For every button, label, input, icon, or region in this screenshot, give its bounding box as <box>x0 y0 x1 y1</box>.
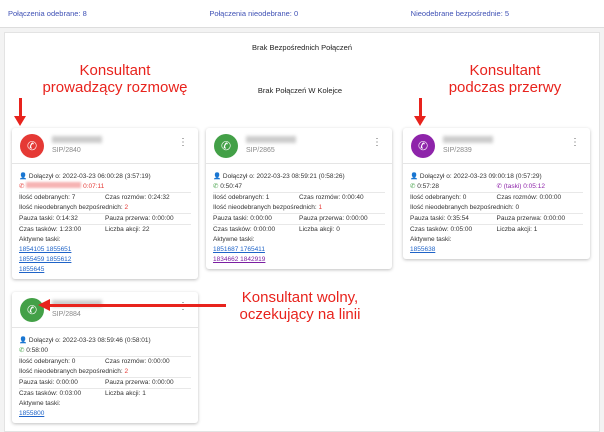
missed-direct: Ilość nieodebranych bezpośrednich: 0 <box>410 204 520 211</box>
answered-count: Ilość odebranych: 0 <box>410 194 467 201</box>
agent-status-icon: ✆ <box>20 134 44 158</box>
more-menu-icon[interactable]: ⋮ <box>372 137 382 148</box>
current-call: ✆ 0:58:00 <box>19 347 48 354</box>
sip-id: SIP/2865 <box>246 147 275 154</box>
stats-bar: Połączenia odebrane: 8 Połączenia nieode… <box>0 0 604 28</box>
answered-calls-stat: Połączenia odebrane: 8 <box>8 9 87 18</box>
current-call: ✆ 0:57:28 ✆ (taski) 0:05:12 <box>410 183 545 190</box>
agent-card: ✆ SIP/2865 ⋮ 👤 Dołączył o: 2022-03-23 08:… <box>206 128 392 269</box>
task-link[interactable]: 1855638 <box>410 246 436 253</box>
pause-tasks: Pauza taski: 0:35:54 <box>410 215 469 222</box>
answered-count: Ilość odebranych: 0 <box>19 358 76 365</box>
active-tasks-label: Aktywne taski: <box>19 400 61 407</box>
annotation-break: Konsultant podczas przerwy <box>448 62 562 96</box>
pause-break: Pauza przerwa: 0:00:00 <box>299 215 368 222</box>
answered-count: Ilość odebranych: 7 <box>19 194 76 201</box>
task-link[interactable]: 1834662 1842919 <box>213 256 266 263</box>
task-link[interactable]: 1854105 1855651 <box>19 246 72 253</box>
agent-status-icon: ✆ <box>214 134 238 158</box>
annotation-talking: Konsultant prowadzący rozmowę <box>42 62 188 96</box>
sip-id: SIP/2884 <box>52 311 81 318</box>
missed-direct: Ilość nieodebranych bezpośrednich: 2 <box>19 204 129 211</box>
more-menu-icon[interactable]: ⋮ <box>570 137 580 148</box>
pause-break: Pauza przerwa: 0:00:00 <box>105 379 174 386</box>
user-add-icon: 👤 <box>19 337 28 344</box>
agent-card: ✆ SIP/2840 ⋮ 👤 Dołączył o: 2022-03-23 06:… <box>12 128 198 279</box>
joined-info: 👤 Dołączył o: 2022-03-23 06:00:28 (3:57:… <box>19 173 151 180</box>
pause-tasks: Pauza taski: 0:00:00 <box>213 215 272 222</box>
task-time: Czas tasków: 0:03:00 <box>19 390 82 397</box>
pause-phone-icon: ✆ <box>496 183 502 190</box>
user-add-icon: 👤 <box>410 173 419 180</box>
joined-info: 👤 Dołączył o: 2022-03-23 08:59:21 (0:58:… <box>213 173 345 180</box>
talk-time: Czas rozmów: 0:00:00 <box>496 194 562 201</box>
active-tasks-label: Aktywne taski: <box>410 236 452 243</box>
more-menu-icon[interactable]: ⋮ <box>178 137 188 148</box>
missed-direct: Ilość nieodebranych bezpośrednich: 1 <box>213 204 323 211</box>
user-add-icon: 👤 <box>213 173 222 180</box>
agent-name-blurred <box>246 136 296 143</box>
no-queue-calls-heading: Brak Połączeń W Kolejce <box>257 86 343 95</box>
joined-info: 👤 Dołączył o: 2022-03-23 09:00:18 (0:57:… <box>410 173 542 180</box>
talk-time: Czas rozmów: 0:00:40 <box>299 194 364 201</box>
annotation-free: Konsultant wolny, oczekujący na linii <box>239 289 361 323</box>
actions-count: Liczba akcji: 1 <box>496 226 538 233</box>
task-link[interactable]: 1855800 <box>19 410 45 417</box>
talk-time: Czas rozmów: 0:00:00 <box>105 358 170 365</box>
pause-break: Pauza przerwa: 0:00:00 <box>496 215 566 222</box>
actions-count: Liczba akcji: 1 <box>105 390 146 397</box>
active-tasks-label: Aktywne taski: <box>19 236 61 243</box>
agent-status-icon: ✆ <box>411 134 435 158</box>
phone-icon: ✆ <box>410 183 416 190</box>
task-time: Czas tasków: 0:00:00 <box>213 226 276 233</box>
sip-id: SIP/2839 <box>443 147 472 154</box>
no-direct-calls-heading: Brak Bezpośrednich Połączeń <box>251 43 353 52</box>
missed-direct: Ilość nieodebranych bezpośrednich: 2 <box>19 368 129 375</box>
active-tasks-label: Aktywne taski: <box>213 236 255 243</box>
agent-name-blurred <box>52 136 102 143</box>
direct-missed-stat: Nieodebrane bezpośrednie: 5 <box>410 9 510 18</box>
talk-time: Czas rozmów: 0:24:32 <box>105 194 170 201</box>
phone-icon: ✆ <box>213 183 219 190</box>
task-link[interactable]: 1851687 1765411 <box>213 246 265 253</box>
agent-card: ✆ SIP/2884⋮ 👤 Dołączył o: 2022-03-23 08:… <box>12 292 198 423</box>
task-time: Czas tasków: 1:23:00 <box>19 226 82 233</box>
task-link[interactable]: 1855645 <box>19 266 45 273</box>
pause-tasks: Pauza taski: 0:00:00 <box>19 379 78 386</box>
agent-name-blurred <box>52 300 102 307</box>
answered-count: Ilość odebranych: 1 <box>213 194 270 201</box>
agent-name-blurred <box>443 136 493 143</box>
call-icon: ✆ <box>19 183 25 190</box>
actions-count: Liczba akcji: 0 <box>299 226 340 233</box>
pause-break: Pauza przerwa: 0:00:00 <box>105 215 174 222</box>
agent-card: ✆ SIP/2839 ⋮ 👤 Dołączył o: 2022-03-23 09:… <box>403 128 590 259</box>
task-link[interactable]: 1855459 1855612 <box>19 256 72 263</box>
phone-icon: ✆ <box>19 347 25 354</box>
current-call: ✆ 0:50:47 <box>213 183 242 190</box>
missed-calls-stat: Połączenia nieodebrane: 0 <box>209 9 299 18</box>
user-add-icon: 👤 <box>19 173 28 180</box>
joined-info: 👤 Dołączył o: 2022-03-23 08:59:46 (0:58:… <box>19 337 151 344</box>
pause-tasks: Pauza taski: 0:14:32 <box>19 215 78 222</box>
current-call: ✆ 0:07:11 <box>19 182 105 190</box>
sip-id: SIP/2840 <box>52 147 81 154</box>
actions-count: Liczba akcji: 22 <box>105 226 150 233</box>
task-time: Czas tasków: 0:05:00 <box>410 226 473 233</box>
